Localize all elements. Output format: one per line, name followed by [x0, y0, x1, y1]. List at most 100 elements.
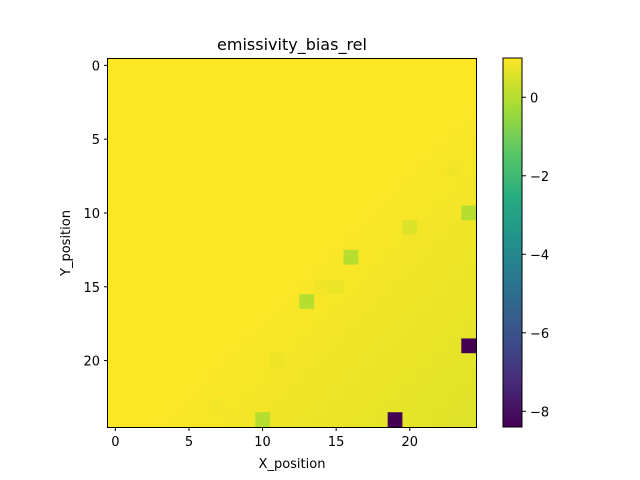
heatmap-cell	[284, 146, 300, 162]
heatmap-cell	[328, 338, 345, 354]
heatmap-cell	[284, 367, 300, 384]
heatmap-cell	[225, 87, 242, 103]
heatmap-cell	[343, 412, 359, 428]
heatmap-cell	[181, 412, 197, 428]
heatmap-cell	[299, 235, 315, 251]
heatmap-cell	[314, 220, 330, 236]
heatmap-cell	[431, 235, 448, 251]
heatmap-cell	[152, 146, 168, 162]
heatmap-cell	[314, 190, 330, 207]
heatmap-cell	[372, 102, 389, 118]
heatmap-cell	[314, 235, 330, 251]
heatmap-cell	[299, 367, 315, 384]
heatmap-cell	[108, 146, 124, 162]
heatmap-cell	[417, 279, 433, 295]
heatmap-cell	[225, 279, 242, 295]
heatmap-cell	[196, 382, 212, 399]
heatmap-cell	[240, 72, 256, 89]
heatmap-cell	[240, 308, 256, 325]
heatmap-cell	[402, 72, 418, 89]
heatmap-cell	[196, 102, 212, 118]
heatmap-cell	[461, 382, 477, 399]
heatmap-cell	[314, 87, 330, 103]
heatmap-cell	[181, 161, 197, 177]
heatmap-cell	[431, 87, 448, 103]
heatmap-cell	[358, 323, 374, 340]
heatmap-cell	[358, 161, 374, 177]
heatmap-cell	[137, 412, 153, 428]
y-tick-label: 10	[83, 207, 100, 222]
heatmap-cell	[372, 58, 389, 74]
heatmap-cell	[402, 353, 418, 369]
heatmap-cell	[314, 308, 330, 325]
heatmap-cell	[255, 58, 271, 74]
heatmap-cell	[225, 338, 242, 354]
heatmap-cell	[284, 131, 300, 148]
heatmap-cell	[152, 382, 168, 399]
heatmap-cell	[108, 249, 124, 266]
heatmap-cell	[431, 220, 448, 236]
heatmap-cell	[387, 249, 403, 266]
heatmap-cell	[431, 353, 448, 369]
heatmap-cell	[446, 338, 462, 354]
heatmap-cell	[328, 176, 345, 192]
heatmap-cell	[108, 176, 124, 192]
heatmap-cell	[211, 102, 227, 118]
heatmap-cell	[211, 382, 227, 399]
heatmap-cell	[358, 205, 374, 221]
heatmap-cell	[122, 220, 139, 236]
heatmap-cell	[108, 367, 124, 384]
heatmap-cell	[402, 117, 418, 133]
heatmap-cell	[461, 176, 477, 192]
heatmap-cell	[314, 146, 330, 162]
heatmap-cell	[372, 353, 389, 369]
heatmap-cell	[328, 382, 345, 399]
heatmap-cell	[225, 131, 242, 148]
heatmap-cell	[431, 72, 448, 89]
heatmap-cell	[387, 308, 403, 325]
heatmap-cell	[299, 58, 315, 74]
heatmap-cell	[328, 117, 345, 133]
heatmap-cell	[225, 367, 242, 384]
heatmap-cell	[328, 220, 345, 236]
heatmap-cell	[372, 190, 389, 207]
heatmap-cell	[358, 102, 374, 118]
heatmap-cell	[166, 338, 183, 354]
heatmap-cell	[255, 72, 271, 89]
heatmap-cell	[225, 264, 242, 280]
heatmap-cell	[284, 249, 300, 266]
heatmap-cell	[240, 205, 256, 221]
heatmap-cell	[431, 294, 448, 310]
heatmap-cell	[372, 264, 389, 280]
heatmap-cell	[343, 323, 359, 340]
heatmap-cell	[417, 382, 433, 399]
heatmap-cell	[358, 87, 374, 103]
heatmap-cell	[137, 294, 153, 310]
heatmap-cell	[196, 176, 212, 192]
heatmap-cell	[122, 87, 139, 103]
heatmap-cell	[269, 353, 286, 369]
heatmap-cell	[417, 220, 433, 236]
heatmap-cell	[108, 190, 124, 207]
y-axis: 0 5 10 15 20	[83, 59, 108, 370]
heatmap-cell	[211, 131, 227, 148]
heatmap-cell	[343, 87, 359, 103]
heatmap-cell	[446, 264, 462, 280]
heatmap-cell	[299, 205, 315, 221]
heatmap-cell	[166, 353, 183, 369]
heatmap-cell	[461, 72, 477, 89]
heatmap-cell	[240, 279, 256, 295]
heatmap-cell	[108, 58, 124, 74]
heatmap-cell	[225, 220, 242, 236]
plot-frame	[107, 58, 477, 428]
heatmap-cell	[431, 338, 448, 354]
heatmap-cell	[372, 249, 389, 266]
heatmap-cell	[255, 353, 271, 369]
heatmap-cell	[211, 146, 227, 162]
x-axis-label: X_position	[259, 457, 326, 472]
heatmap-cell	[108, 279, 124, 295]
heatmap-cell	[417, 146, 433, 162]
heatmap-cell	[211, 279, 227, 295]
heatmap-cell	[284, 117, 300, 133]
heatmap-cell	[122, 382, 139, 399]
